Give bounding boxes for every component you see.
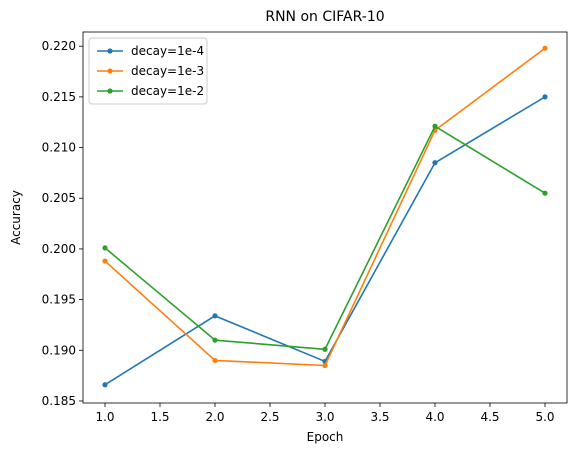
data-point bbox=[322, 346, 328, 352]
x-tick-label: 1.0 bbox=[95, 410, 114, 424]
legend-label: decay=1e-3 bbox=[131, 64, 204, 78]
data-point bbox=[542, 45, 548, 51]
x-tick-label: 3.0 bbox=[315, 410, 334, 424]
legend-marker bbox=[107, 88, 113, 94]
chart-title: RNN on CIFAR-10 bbox=[265, 9, 384, 25]
series-line bbox=[104, 125, 546, 351]
y-tick-label: 0.200 bbox=[42, 242, 76, 256]
legend: decay=1e-4 decay=1e-3 decay=1e-2 bbox=[88, 37, 208, 105]
data-point bbox=[542, 190, 548, 196]
data-point bbox=[212, 337, 218, 343]
data-point bbox=[102, 258, 108, 264]
data-point bbox=[102, 245, 108, 251]
legend-item: decay=1e-2 bbox=[97, 84, 204, 98]
x-tick-label: 4.0 bbox=[425, 410, 444, 424]
legend-label: decay=1e-4 bbox=[131, 44, 204, 58]
data-point bbox=[322, 362, 328, 369]
x-axis-label: Epoch bbox=[307, 430, 344, 444]
y-tick-label: 0.185 bbox=[42, 394, 76, 408]
legend-marker bbox=[107, 68, 113, 74]
data-point bbox=[542, 94, 548, 100]
data-point bbox=[432, 160, 438, 166]
legend-item: decay=1e-3 bbox=[97, 64, 204, 78]
y-tick-label: 0.215 bbox=[42, 90, 76, 104]
x-tick-label: 4.5 bbox=[480, 410, 499, 424]
y-axis-label: Accuracy bbox=[9, 190, 23, 245]
series-line bbox=[104, 96, 546, 386]
y-tick-label: 0.220 bbox=[42, 39, 76, 53]
y-tick-label: 0.190 bbox=[42, 343, 76, 357]
legend-label: decay=1e-2 bbox=[131, 84, 204, 98]
y-tick-label: 0.195 bbox=[42, 293, 76, 307]
legend-box bbox=[88, 37, 208, 105]
y-tick-label: 0.210 bbox=[42, 141, 76, 155]
y-tick-label: 0.205 bbox=[42, 191, 76, 205]
y-axis-ticks: 0.185 0.190 0.195 0.200 0.205 0.210 0.215 0.220 bbox=[42, 39, 83, 408]
data-point bbox=[432, 123, 438, 129]
legend-marker bbox=[107, 48, 113, 54]
x-tick-label: 1.5 bbox=[150, 410, 169, 424]
data-point bbox=[212, 357, 218, 364]
series-2 bbox=[102, 45, 548, 369]
series-1 bbox=[102, 94, 548, 388]
legend-item: decay=1e-4 bbox=[97, 44, 204, 58]
x-axis-ticks: 1.0 1.5 2.0 2.5 3.0 3.5 4.0 4.5 5.0 bbox=[95, 403, 555, 424]
data-point bbox=[212, 313, 218, 319]
x-tick-label: 2.0 bbox=[205, 410, 224, 424]
series-3 bbox=[102, 123, 548, 352]
x-tick-label: 5.0 bbox=[535, 410, 554, 424]
x-tick-label: 2.5 bbox=[260, 410, 279, 424]
series-layer bbox=[102, 45, 548, 388]
x-tick-label: 3.5 bbox=[370, 410, 389, 424]
data-point bbox=[102, 382, 108, 388]
